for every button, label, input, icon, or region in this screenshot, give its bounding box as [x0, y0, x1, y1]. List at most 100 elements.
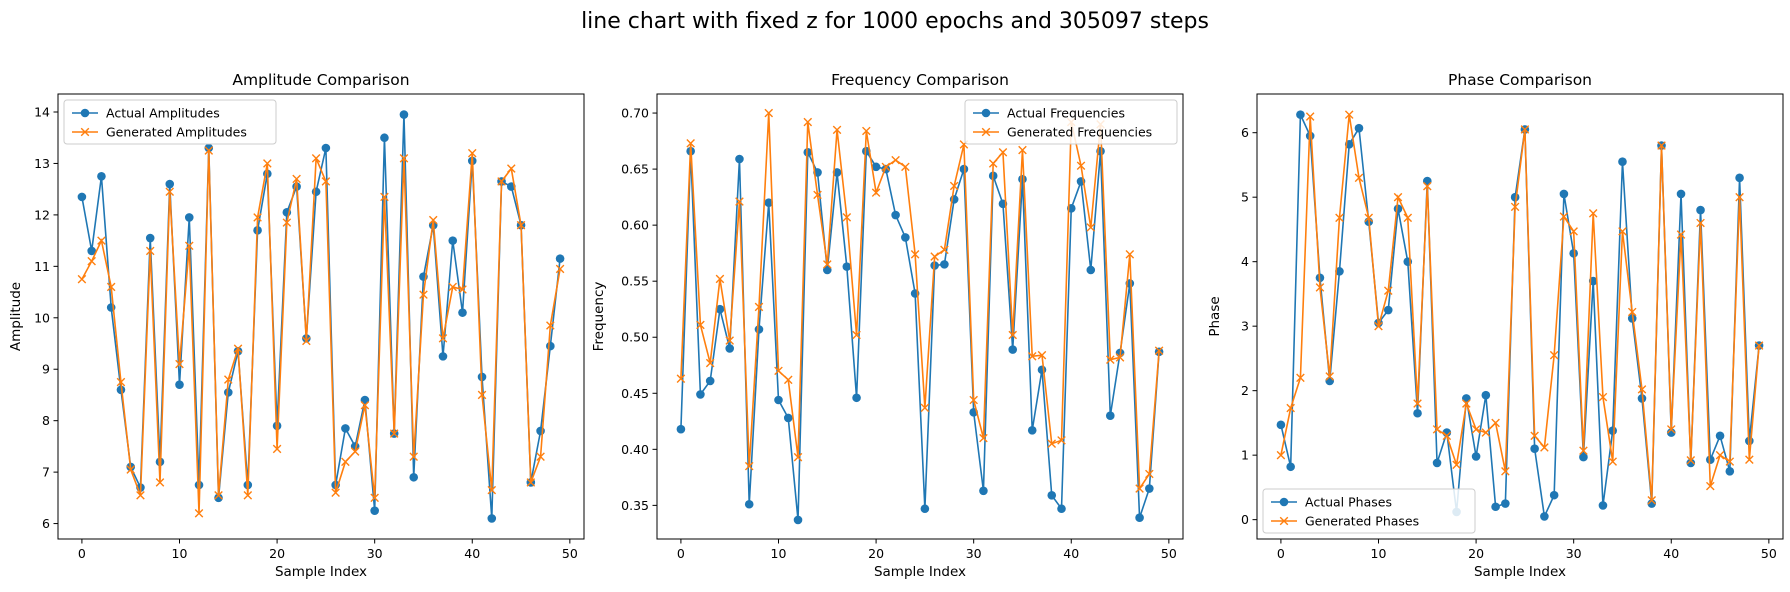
y-tick-label: 10 — [34, 310, 50, 325]
data-point — [1666, 428, 1676, 437]
data-point — [1145, 484, 1154, 493]
data-point — [1686, 458, 1696, 468]
legend-item-actual: Actual Frequencies — [973, 106, 1125, 121]
data-point — [194, 508, 204, 518]
data-point — [1618, 157, 1627, 167]
data-point — [881, 162, 891, 172]
data-point — [1481, 390, 1491, 400]
data-point — [419, 290, 428, 299]
y-axis-label: Phase — [1207, 296, 1223, 336]
data-point — [1676, 189, 1686, 199]
legend-marker — [981, 108, 991, 118]
data-point — [253, 213, 262, 222]
x-tick-label: 0 — [1277, 546, 1285, 561]
data-point — [1106, 355, 1115, 364]
data-point — [1745, 455, 1754, 464]
x-tick-label: 30 — [367, 546, 383, 561]
data-point — [1335, 213, 1344, 223]
data-point — [350, 447, 360, 456]
data-point — [1501, 499, 1510, 508]
y-tick-label: 6 — [42, 516, 50, 531]
data-point — [744, 461, 754, 471]
legend-label: Actual Phases — [1305, 495, 1392, 510]
data-point — [1462, 399, 1471, 408]
data-point — [136, 490, 145, 500]
y-tick-label: 2 — [1241, 383, 1249, 398]
data-point — [979, 433, 988, 443]
data-point — [852, 330, 861, 340]
y-tick-label: 0.45 — [621, 386, 649, 401]
y-tick-label: 6 — [1241, 125, 1249, 140]
data-point — [1135, 484, 1144, 493]
legend-label: Actual Amplitudes — [106, 106, 220, 121]
data-point — [969, 395, 978, 405]
legend-marker — [1279, 516, 1289, 526]
chart-panel-3: Phase Comparison 0 10 20 30 40 50 0 1 2 3 4 5 6 Sample… — [1207, 71, 1784, 580]
data-point — [204, 146, 214, 155]
x-tick-label: 10 — [1371, 546, 1387, 561]
data-point — [292, 174, 301, 184]
data-point — [1286, 403, 1295, 413]
data-point — [467, 148, 477, 158]
data-point — [1305, 112, 1315, 121]
data-point — [116, 385, 126, 395]
data-point — [1491, 502, 1500, 512]
data-point — [360, 400, 370, 410]
x-tick-label: 20 — [1468, 546, 1484, 561]
data-point — [1540, 512, 1549, 521]
data-point — [910, 249, 920, 259]
data-point — [536, 452, 545, 461]
data-point — [555, 254, 565, 263]
y-tick-label: 4 — [1241, 254, 1249, 269]
legend-marker — [80, 127, 90, 137]
chart-title: Phase Comparison — [1448, 71, 1592, 89]
data-point — [175, 359, 184, 369]
y-axis-label: Frequency — [591, 282, 607, 352]
axes-frame — [656, 93, 1184, 540]
data-point — [458, 285, 467, 294]
data-point — [555, 264, 565, 274]
data-point — [1588, 209, 1598, 218]
y-axis-label: Amplitude — [8, 282, 24, 351]
data-point — [1598, 392, 1608, 402]
y-tick-label: 0.35 — [621, 498, 649, 513]
y-tick-label: 0.70 — [621, 106, 649, 121]
data-point — [380, 133, 389, 143]
data-point — [1598, 501, 1608, 510]
x-tick-label: 50 — [562, 546, 578, 561]
data-point — [1569, 227, 1578, 236]
x-axis-label: Sample Index — [275, 564, 367, 580]
y-tick-label: 0.50 — [621, 330, 649, 345]
data-point — [813, 190, 822, 200]
data-point — [1491, 418, 1500, 428]
data-point — [1510, 192, 1520, 202]
data-point — [214, 490, 223, 500]
y-tick-label: 0.55 — [621, 274, 649, 289]
data-point — [1125, 249, 1135, 259]
data-point — [223, 375, 233, 384]
data-point — [1686, 456, 1696, 465]
data-point — [380, 192, 389, 202]
data-point — [282, 218, 292, 227]
y-tick-label: 1 — [1241, 448, 1249, 463]
data-point — [477, 390, 487, 400]
data-point — [1637, 385, 1647, 394]
data-point — [204, 143, 214, 153]
data-point — [1413, 399, 1422, 408]
data-point — [1452, 460, 1461, 470]
data-point — [389, 429, 399, 438]
series-generated — [77, 146, 565, 518]
data-point — [370, 506, 379, 516]
data-point — [399, 110, 409, 119]
figure-suptitle: line chart with fixed z for 1000 epochs … — [581, 9, 1209, 34]
data-point — [438, 352, 448, 361]
data-point — [1432, 458, 1442, 468]
data-point — [1725, 466, 1735, 476]
data-point — [891, 155, 900, 165]
data-point — [783, 375, 793, 385]
data-point — [1374, 321, 1383, 331]
data-point — [949, 181, 959, 191]
data-point — [1442, 431, 1452, 441]
data-point — [1383, 305, 1393, 315]
